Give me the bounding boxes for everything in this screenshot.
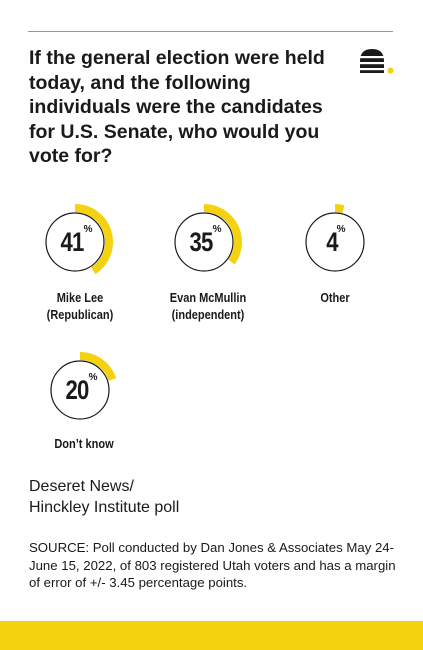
candidate-label: Mike Lee (Republican): [27, 290, 133, 324]
candidate-name: Mike Lee: [56, 291, 104, 305]
data-label: 41: [60, 226, 84, 257]
donut-ring: [50, 360, 110, 420]
logo-dot: [387, 67, 394, 74]
donut-ring: [305, 212, 365, 272]
donut-ring: [174, 212, 234, 272]
percent-sign: %: [212, 224, 222, 235]
data-label: 20: [65, 374, 89, 405]
candidate-party: (independent): [171, 308, 245, 322]
candidate-name: Evan McMullin: [169, 291, 247, 305]
poll-name-line: Hinckley Institute poll: [29, 499, 180, 516]
percent-sign: %: [88, 372, 98, 383]
donut-arc: [79, 352, 117, 381]
poll-name: Deseret News/ Hinckley Institute poll: [29, 476, 289, 518]
candidate-label: Other: [282, 290, 388, 307]
poll-name-line: Deseret News/: [29, 478, 134, 495]
donut-arc: [334, 204, 345, 213]
top-rule: [28, 31, 393, 32]
percent-sign: %: [336, 224, 346, 235]
candidate-label: Evan McMullin (independent): [155, 290, 261, 324]
donut-arc: [74, 204, 113, 275]
question-title: If the general election were held today,…: [29, 47, 325, 167]
donut-evan-mcmullin: 35 %: [164, 202, 244, 282]
candidate-party: (Republican): [46, 308, 114, 322]
donut-mike-lee: 41 %: [35, 202, 115, 282]
beehive-icon: [358, 49, 394, 74]
donut-ring: [45, 212, 105, 272]
donut-other: 4 %: [295, 202, 375, 282]
data-label: 35: [189, 226, 213, 257]
donut-arc: [203, 204, 242, 265]
candidate-name: Other: [320, 291, 350, 305]
percent-sign: %: [83, 224, 93, 235]
data-label: 4: [325, 226, 338, 257]
bottom-accent-bar: [0, 621, 423, 650]
candidate-label: Don’t know: [31, 436, 137, 453]
source-note: SOURCE: Poll conducted by Dan Jones & As…: [29, 540, 396, 591]
candidate-name: Don’t know: [54, 437, 114, 451]
donut-dont-know: 20 %: [40, 350, 120, 430]
